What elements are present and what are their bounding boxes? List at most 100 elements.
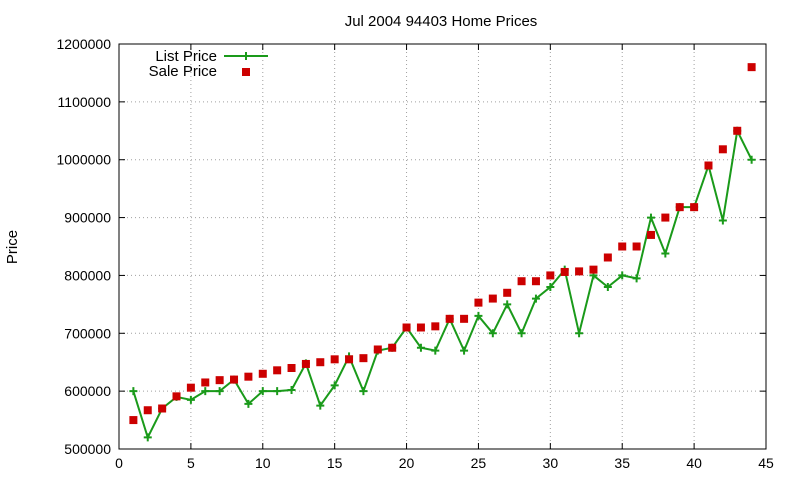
data-point-list-price bbox=[316, 401, 325, 410]
grid-lines bbox=[119, 44, 766, 449]
data-series bbox=[129, 63, 756, 442]
data-point-list-price bbox=[531, 294, 540, 303]
data-point-sale-price bbox=[503, 288, 512, 297]
x-tick-label: 30 bbox=[543, 455, 559, 471]
data-point-list-price bbox=[129, 387, 138, 396]
data-point-sale-price bbox=[517, 277, 526, 286]
x-tick-label: 20 bbox=[399, 455, 415, 471]
data-point-sale-price bbox=[675, 203, 684, 212]
legend-marker-sale-price bbox=[242, 68, 250, 76]
data-point-sale-price bbox=[215, 376, 224, 385]
data-point-list-price bbox=[517, 329, 526, 338]
y-tick-label: 500000 bbox=[64, 441, 111, 457]
x-tick-label: 25 bbox=[471, 455, 487, 471]
chart-title: Jul 2004 94403 Home Prices bbox=[345, 13, 538, 30]
data-point-list-price bbox=[632, 274, 641, 283]
data-point-list-price bbox=[431, 346, 440, 355]
series-list-price bbox=[129, 126, 756, 442]
data-point-sale-price bbox=[158, 404, 167, 413]
legend-label-list-price: List Price bbox=[155, 48, 217, 65]
data-point-list-price bbox=[503, 300, 512, 309]
x-tick-label: 10 bbox=[255, 455, 271, 471]
data-point-sale-price bbox=[632, 242, 641, 251]
data-point-list-price bbox=[661, 249, 670, 258]
y-tick-label: 800000 bbox=[64, 267, 111, 283]
data-point-list-price bbox=[618, 271, 627, 280]
data-point-sale-price bbox=[690, 203, 699, 212]
data-point-sale-price bbox=[301, 359, 310, 368]
data-point-list-price bbox=[359, 387, 368, 396]
data-point-sale-price bbox=[603, 253, 612, 262]
legend-marker-list-price bbox=[242, 52, 250, 60]
data-point-list-price bbox=[244, 399, 253, 408]
data-point-sale-price bbox=[575, 267, 584, 276]
data-point-list-price bbox=[186, 395, 195, 404]
data-point-sale-price bbox=[230, 375, 239, 384]
y-tick-label: 1000000 bbox=[56, 152, 111, 168]
data-point-sale-price bbox=[560, 267, 569, 276]
data-point-list-price bbox=[460, 346, 469, 355]
data-point-sale-price bbox=[129, 416, 138, 425]
data-point-sale-price bbox=[733, 126, 742, 135]
data-point-list-price bbox=[575, 329, 584, 338]
data-point-sale-price bbox=[646, 230, 655, 239]
data-point-sale-price bbox=[718, 145, 727, 154]
data-point-list-price bbox=[488, 329, 497, 338]
data-point-list-price bbox=[287, 385, 296, 394]
data-point-list-price bbox=[416, 343, 425, 352]
y-tick-label: 700000 bbox=[64, 325, 111, 341]
data-point-sale-price bbox=[618, 242, 627, 251]
y-axis-label: Price bbox=[4, 230, 21, 264]
data-point-list-price bbox=[718, 216, 727, 225]
x-tick-label: 0 bbox=[115, 455, 123, 471]
data-point-list-price bbox=[747, 155, 756, 164]
data-point-list-price bbox=[546, 283, 555, 291]
data-point-list-price bbox=[330, 381, 339, 390]
y-tick-label: 1100000 bbox=[58, 94, 112, 110]
data-point-list-price bbox=[143, 433, 152, 442]
series-sale-price bbox=[129, 63, 756, 425]
data-point-sale-price bbox=[186, 383, 195, 392]
series-line bbox=[132, 127, 753, 441]
data-point-sale-price bbox=[258, 369, 267, 378]
data-point-sale-price bbox=[589, 265, 598, 274]
data-point-sale-price bbox=[172, 392, 181, 401]
x-tick-label: 40 bbox=[686, 455, 702, 471]
data-point-sale-price bbox=[488, 294, 497, 303]
data-point-list-price bbox=[215, 387, 224, 396]
data-point-sale-price bbox=[345, 355, 354, 364]
data-point-sale-price bbox=[747, 63, 756, 72]
data-point-sale-price bbox=[460, 314, 469, 323]
data-point-list-price bbox=[273, 387, 282, 396]
y-tick-label: 1200000 bbox=[56, 36, 111, 52]
data-point-sale-price bbox=[359, 354, 368, 363]
data-point-sale-price bbox=[388, 343, 397, 352]
data-point-sale-price bbox=[445, 314, 454, 323]
x-tick-label: 15 bbox=[327, 455, 343, 471]
data-point-list-price bbox=[201, 387, 210, 396]
data-point-list-price bbox=[474, 311, 483, 320]
legend: List Price Sale Price bbox=[149, 48, 268, 80]
data-point-list-price bbox=[258, 387, 267, 396]
data-point-sale-price bbox=[330, 355, 339, 364]
data-point-sale-price bbox=[201, 378, 210, 387]
data-point-sale-price bbox=[402, 323, 411, 332]
data-point-sale-price bbox=[546, 271, 555, 280]
y-tick-label: 600000 bbox=[64, 383, 111, 399]
data-point-list-price bbox=[603, 283, 612, 291]
data-point-list-price bbox=[646, 213, 655, 222]
data-point-sale-price bbox=[287, 364, 296, 372]
data-point-sale-price bbox=[373, 345, 382, 354]
plot-border bbox=[118, 43, 767, 450]
x-tick-label: 35 bbox=[614, 455, 630, 471]
data-point-sale-price bbox=[244, 372, 253, 381]
data-point-sale-price bbox=[474, 298, 483, 307]
legend-label-sale-price: Sale Price bbox=[149, 63, 217, 80]
data-point-sale-price bbox=[431, 322, 440, 331]
axis-ticks: 0 5 10 15 20 25 30 35 40 45 500000 600000 700000 8000… bbox=[56, 36, 774, 471]
data-point-sale-price bbox=[143, 406, 152, 415]
data-point-sale-price bbox=[273, 366, 282, 375]
x-tick-label: 45 bbox=[758, 455, 774, 471]
data-point-sale-price bbox=[704, 161, 713, 170]
